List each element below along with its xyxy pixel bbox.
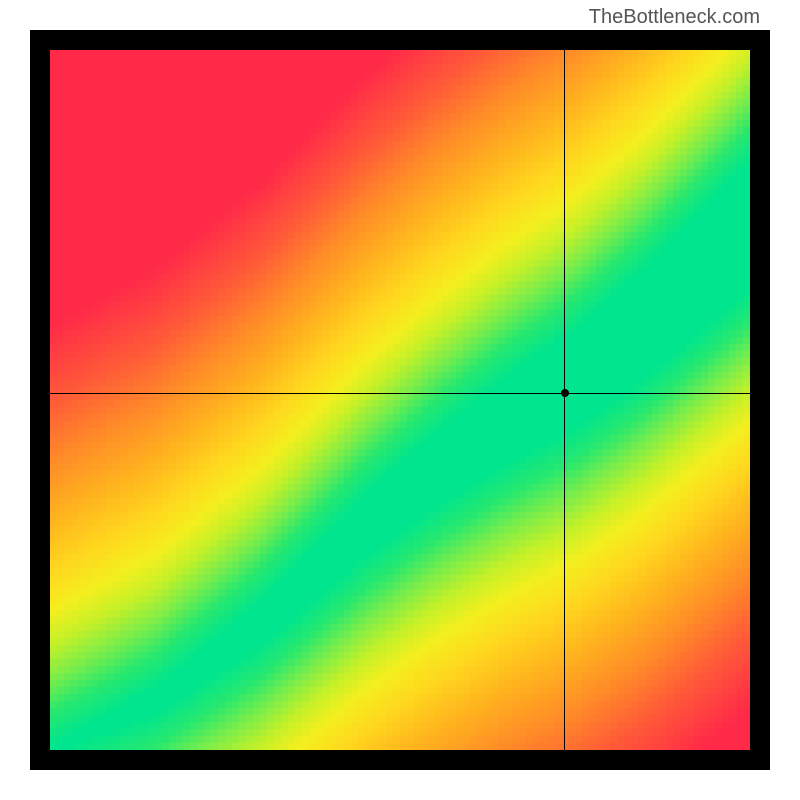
crosshair-horizontal bbox=[50, 393, 750, 394]
watermark-text: TheBottleneck.com bbox=[589, 6, 760, 29]
heatmap-canvas bbox=[50, 50, 750, 750]
crosshair-vertical bbox=[564, 50, 565, 750]
marker-dot bbox=[561, 389, 569, 397]
chart-container: TheBottleneck.com bbox=[0, 0, 800, 800]
heatmap-plot bbox=[50, 50, 750, 750]
chart-frame bbox=[30, 30, 770, 770]
